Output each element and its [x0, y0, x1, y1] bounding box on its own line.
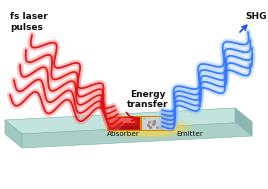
Polygon shape: [5, 120, 22, 148]
Text: Energy
transfer: Energy transfer: [127, 90, 169, 109]
Ellipse shape: [103, 117, 193, 139]
Bar: [109, 126, 138, 129]
Text: fs laser
pulses: fs laser pulses: [10, 12, 48, 32]
Ellipse shape: [112, 120, 184, 136]
Bar: [107, 116, 140, 130]
Bar: [110, 118, 135, 123]
Text: SHG: SHG: [245, 12, 266, 21]
Polygon shape: [235, 108, 252, 136]
Polygon shape: [5, 108, 252, 134]
Bar: [141, 116, 173, 130]
Text: Absorber: Absorber: [107, 131, 139, 137]
Text: Emitter: Emitter: [177, 131, 203, 137]
Bar: [141, 116, 173, 130]
Polygon shape: [22, 122, 252, 148]
